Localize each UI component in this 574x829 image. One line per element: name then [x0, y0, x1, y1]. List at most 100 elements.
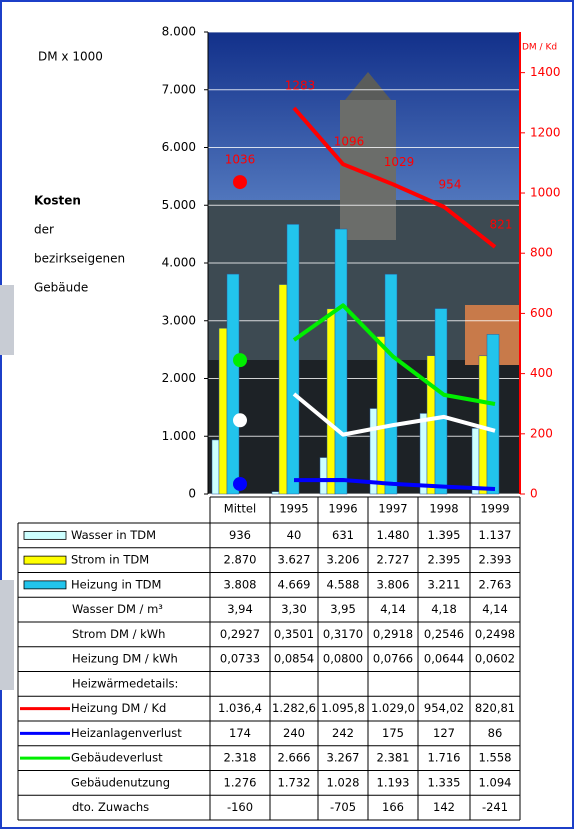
y-tick-label: 5.000	[162, 198, 196, 212]
row-label: Wasser DM / m³	[72, 602, 163, 616]
table-cell: 3.267	[327, 751, 360, 765]
bar	[286, 224, 300, 495]
table-cell: 0,3501	[274, 627, 314, 641]
bar	[471, 428, 480, 495]
table-cell: 0,2918	[373, 627, 413, 641]
y2-tick-label: 1200	[530, 125, 561, 139]
legend-swatch	[23, 530, 67, 540]
table-cell: 0,0766	[373, 652, 413, 666]
data-label: 1036	[225, 153, 256, 167]
table-cell: 1.282,6	[272, 701, 316, 715]
table-cell: 86	[488, 726, 503, 740]
row-heading: Heizwärmedetails:	[72, 676, 178, 690]
table-cell: 3,94	[227, 602, 253, 616]
table-cell: 1.480	[377, 528, 410, 542]
table-cell: 3.211	[428, 577, 461, 591]
table-cell: 0,2927	[220, 627, 260, 641]
y-tick-label: 8.000	[162, 25, 196, 39]
table-cell: 4,14	[482, 602, 508, 616]
table-cell: 1.558	[479, 751, 512, 765]
table-cell: 127	[433, 726, 455, 740]
data-label: 1283	[285, 78, 316, 92]
bar	[376, 336, 386, 495]
legend-label: Heizung DM / Kd	[71, 701, 166, 715]
side-panel	[0, 580, 14, 690]
table-cell: 954,02	[424, 701, 464, 715]
legend-swatch	[23, 580, 67, 590]
bar	[334, 228, 348, 495]
bar	[326, 308, 336, 495]
y2-tick-label: 0	[530, 487, 538, 501]
data-label: 954	[439, 177, 462, 191]
legend-label: Wasser in TDM	[71, 528, 156, 542]
bar	[486, 334, 500, 495]
y2-unit-label: DM / Kd	[522, 43, 557, 53]
table-cell: 2.763	[479, 577, 512, 591]
table-cell: 631	[332, 528, 354, 542]
table-cell: 936	[229, 528, 251, 542]
table-cell: 0,0644	[424, 652, 464, 666]
table-cell: 820,81	[475, 701, 515, 715]
table-cell: 0,2546	[424, 627, 464, 641]
y2-tick-label: 200	[530, 426, 553, 440]
table-cell: 3,30	[281, 602, 307, 616]
y2-tick-label: 400	[530, 366, 553, 380]
table-cell: 174	[229, 726, 251, 740]
table-cell: 40	[287, 528, 302, 542]
table-cell: 4.669	[278, 577, 311, 591]
bar	[226, 273, 240, 495]
photo-street	[208, 360, 520, 494]
line-series	[292, 392, 496, 437]
y-tick-label: 3.000	[162, 313, 196, 327]
table-cell: 1.716	[428, 751, 461, 765]
table-cell: 0,2498	[475, 627, 515, 641]
table-cell: 1.029,0	[371, 701, 415, 715]
table-cell: 1.335	[428, 775, 461, 789]
table-cell: 0,0800	[323, 652, 363, 666]
table-cell: 166	[382, 800, 404, 814]
table-cell: 3.206	[327, 553, 360, 567]
mean-dot	[233, 413, 247, 428]
side-text: Gebäude	[34, 281, 88, 295]
bar	[278, 284, 288, 495]
y2-tick-label: 600	[530, 306, 553, 320]
table-cell: 2.395	[428, 553, 461, 567]
table-cell: 3.806	[377, 577, 410, 591]
data-label: 1029	[384, 155, 415, 169]
bar	[211, 439, 220, 495]
photo-background	[208, 32, 520, 494]
table-cell: 0,3170	[323, 627, 363, 641]
side-panel	[0, 285, 14, 355]
table-cell: 175	[382, 726, 404, 740]
line-series	[292, 106, 497, 249]
table-cell: 1.193	[377, 775, 410, 789]
y-tick-label: 4.000	[162, 256, 196, 270]
x-tick-label: 1997	[378, 502, 407, 516]
line-series	[293, 478, 496, 492]
row-label: Strom DM / kWh	[72, 627, 165, 641]
data-label: 1096	[334, 135, 365, 149]
y-unit-label: DM x 1000	[38, 50, 103, 64]
y2-tick-label: 1400	[530, 65, 561, 79]
table-cell: 1.028	[327, 775, 360, 789]
line-series	[292, 303, 496, 406]
y-tick-label: 7.000	[162, 82, 196, 96]
table-cell: -705	[330, 800, 356, 814]
data-label: 821	[490, 217, 513, 231]
table-cell: 1.095,8	[321, 701, 365, 715]
y-tick-label: 2.000	[162, 371, 196, 385]
bar	[419, 413, 428, 495]
table-cell: 4.588	[327, 577, 360, 591]
row-label: dto. Zuwachs	[72, 800, 149, 814]
table-cell: 0,0854	[274, 652, 314, 666]
mean-dot	[233, 353, 247, 368]
table-cell: 1.395	[428, 528, 461, 542]
bar	[434, 308, 448, 495]
x-tick-label: Mittel	[224, 502, 256, 516]
table-cell: 240	[283, 726, 305, 740]
table-cell: 0,0602	[475, 652, 515, 666]
side-text: der	[34, 223, 54, 237]
table-cell: 1.036,4	[218, 701, 262, 715]
